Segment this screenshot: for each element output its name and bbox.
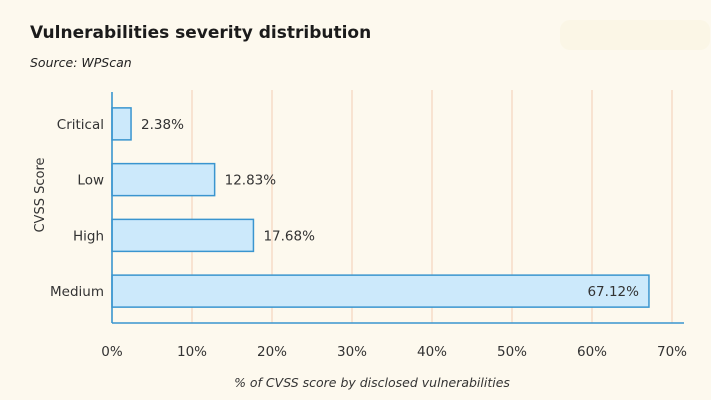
bar-high [111,218,255,253]
data-label: 67.12% [587,284,639,300]
x-tick-label: 60% [577,344,607,360]
x-tick-label: 0% [101,344,123,360]
data-label: 2.38% [141,117,184,133]
y-axis-title: CVSS Score [33,157,48,232]
decorative-pill [560,20,710,50]
labels: 0% 10% 20% 30% 40% 50% 60% 70% Critical 2.38% Low 1… [33,117,687,390]
y-tick-label: Medium [50,284,104,300]
y-tick-label: Low [77,173,104,189]
data-label: 17.68% [263,228,315,244]
bar-critical [111,107,132,141]
bars [111,107,650,308]
bar-low [111,162,216,197]
chart-title: Vulnerabilities severity distribution [30,23,372,43]
x-tick-label: 70% [657,344,687,360]
x-tick-label: 10% [177,344,207,360]
x-tick-label: 20% [257,344,287,360]
x-tick-label: 30% [337,344,367,360]
axes [111,92,684,324]
bar-medium [111,274,650,308]
data-label: 12.83% [225,173,277,189]
chart-subtitle: Source: WPScan [30,55,132,70]
x-tick-label: 40% [417,344,447,360]
x-axis-title: % of CVSS score by disclosed vulnerabili… [234,375,510,390]
x-tick-label: 50% [497,344,527,360]
y-tick-label: High [73,228,104,244]
y-tick-label: Critical [57,117,104,133]
